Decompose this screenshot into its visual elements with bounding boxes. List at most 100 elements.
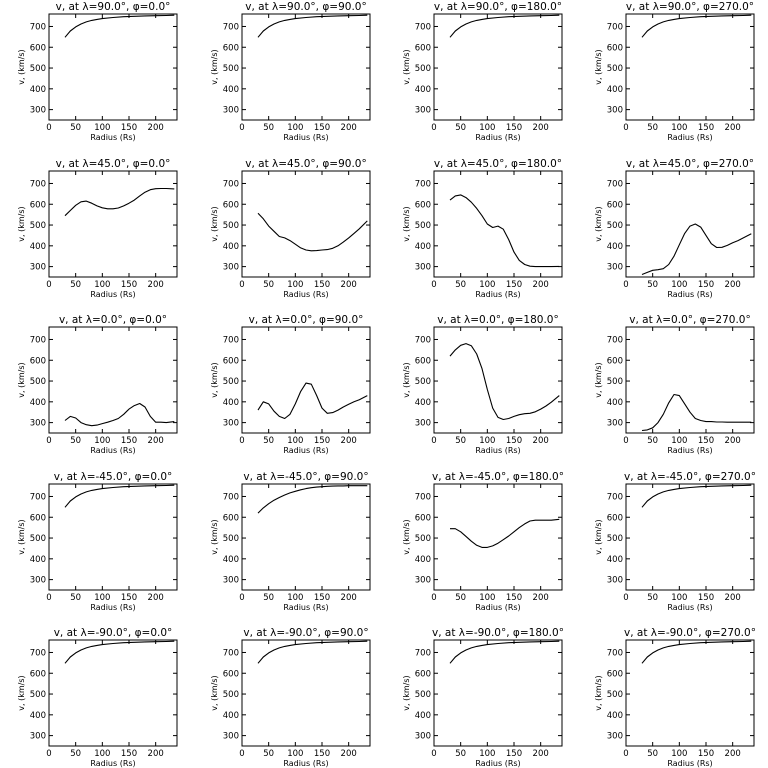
velocity-curve: [449, 343, 560, 421]
plot-frame: [241, 483, 371, 591]
x-axis-label: Radius (Rs): [475, 759, 520, 768]
y-tick-label: 600: [223, 669, 239, 679]
x-axis-label: Radius (Rs): [667, 759, 712, 768]
x-tick-label: 50: [647, 280, 658, 290]
x-tick-label: 150: [506, 123, 522, 133]
y-tick-label: 600: [415, 513, 431, 523]
x-axis-label: Radius (Rs): [90, 290, 135, 299]
panel-title: v, at λ=-45.0°, φ=0.0°: [54, 471, 173, 483]
y-tick-label: 400: [607, 555, 623, 565]
y-tick-label: 500: [30, 690, 46, 700]
x-axis-label: Radius (Rs): [90, 759, 135, 768]
velocity-curve: [64, 640, 175, 664]
y-tick-label: 300: [607, 106, 623, 116]
plot-frame: [48, 170, 178, 278]
x-tick-label: 0: [623, 436, 628, 446]
panel-title: v, at λ=0.0°, φ=180.0°: [437, 314, 558, 326]
y-tick-label: 700: [415, 335, 431, 345]
x-tick-label: 50: [647, 436, 658, 446]
y-tick-label: 700: [415, 22, 431, 32]
panel-title: v, at λ=90.0°, φ=90.0°: [245, 1, 366, 13]
plot-frame: [625, 639, 755, 747]
x-axis-label: Radius (Rs): [90, 446, 135, 455]
x-tick-label: 100: [479, 123, 495, 133]
x-tick-label: 50: [263, 749, 274, 759]
x-tick-label: 200: [341, 749, 357, 759]
x-tick-label: 200: [533, 593, 549, 603]
plot-frame: [625, 326, 755, 434]
x-tick-label: 200: [148, 593, 164, 603]
y-tick-label: 500: [223, 534, 239, 544]
x-tick-label: 100: [479, 593, 495, 603]
x-tick-label: 50: [263, 123, 274, 133]
x-tick-label: 50: [647, 749, 658, 759]
y-tick-label: 400: [415, 555, 431, 565]
x-tick-label: 0: [623, 280, 628, 290]
y-axis-label: v, (km/s): [402, 675, 411, 710]
plot-frame: [433, 639, 563, 747]
x-tick-label: 150: [698, 436, 714, 446]
plot-frame: [48, 483, 178, 591]
x-tick-label: 200: [725, 436, 741, 446]
x-tick-label: 150: [506, 280, 522, 290]
x-tick-label: 150: [698, 280, 714, 290]
velocity-curve: [64, 14, 175, 38]
plot-frame: [433, 483, 563, 591]
velocity-curve: [257, 640, 368, 664]
panel-title: v, at λ=0.0°, φ=270.0°: [629, 314, 750, 326]
y-tick-label: 700: [415, 648, 431, 658]
x-tick-label: 150: [698, 123, 714, 133]
y-tick-label: 700: [223, 22, 239, 32]
x-tick-label: 150: [121, 436, 137, 446]
panel-10: v, at λ=0.0°, φ=90.0° 0 50 100 150 200 300 400 5…: [210, 314, 371, 455]
x-tick-label: 0: [239, 123, 244, 133]
x-tick-label: 100: [94, 123, 110, 133]
plot-frame: [433, 13, 563, 121]
x-tick-label: 100: [671, 436, 687, 446]
y-tick-label: 300: [415, 263, 431, 273]
x-tick-label: 0: [431, 280, 436, 290]
panel-title: v, at λ=0.0°, φ=90.0°: [249, 314, 364, 326]
y-tick-label: 600: [607, 43, 623, 53]
x-tick-label: 150: [314, 749, 330, 759]
panel-9: v, at λ=0.0°, φ=0.0° 0 50 100 150 200 300 400 50…: [17, 314, 178, 455]
y-tick-label: 300: [223, 106, 239, 116]
y-tick-label: 700: [607, 179, 623, 189]
x-tick-label: 0: [239, 280, 244, 290]
x-tick-label: 0: [46, 280, 51, 290]
y-tick-label: 300: [223, 732, 239, 742]
plot-frame: [625, 170, 755, 278]
y-tick-label: 600: [415, 200, 431, 210]
y-axis-label: v, (km/s): [594, 362, 603, 397]
y-axis-label: v, (km/s): [17, 675, 26, 710]
velocity-curve: [449, 14, 560, 38]
velocity-curve: [449, 194, 560, 268]
y-tick-label: 500: [223, 221, 239, 231]
x-tick-label: 50: [263, 436, 274, 446]
y-tick-label: 400: [223, 555, 239, 565]
x-axis-label: Radius (Rs): [90, 603, 135, 612]
panel-title: v, at λ=0.0°, φ=0.0°: [59, 314, 167, 326]
x-tick-label: 100: [479, 749, 495, 759]
y-tick-label: 400: [223, 85, 239, 95]
x-tick-label: 100: [287, 123, 303, 133]
velocity-curve: [641, 223, 752, 276]
y-tick-label: 700: [607, 335, 623, 345]
y-tick-label: 600: [223, 513, 239, 523]
plot-frame: [48, 639, 178, 747]
y-tick-label: 600: [223, 200, 239, 210]
y-axis-label: v, (km/s): [594, 206, 603, 241]
panel-12: v, at λ=0.0°, φ=270.0° 0 50 100 150 200 300 400…: [594, 314, 755, 455]
velocity-curve: [64, 484, 175, 508]
y-tick-label: 400: [223, 242, 239, 252]
y-tick-label: 300: [607, 576, 623, 586]
y-tick-label: 700: [607, 22, 623, 32]
panel-title: v, at λ=45.0°, φ=90.0°: [245, 158, 366, 170]
y-tick-label: 300: [223, 263, 239, 273]
y-axis-label: v, (km/s): [210, 362, 219, 397]
y-tick-label: 400: [30, 242, 46, 252]
x-axis-label: Radius (Rs): [667, 133, 712, 142]
y-axis-label: v, (km/s): [402, 519, 411, 554]
x-tick-label: 0: [46, 749, 51, 759]
x-axis-label: Radius (Rs): [475, 446, 520, 455]
